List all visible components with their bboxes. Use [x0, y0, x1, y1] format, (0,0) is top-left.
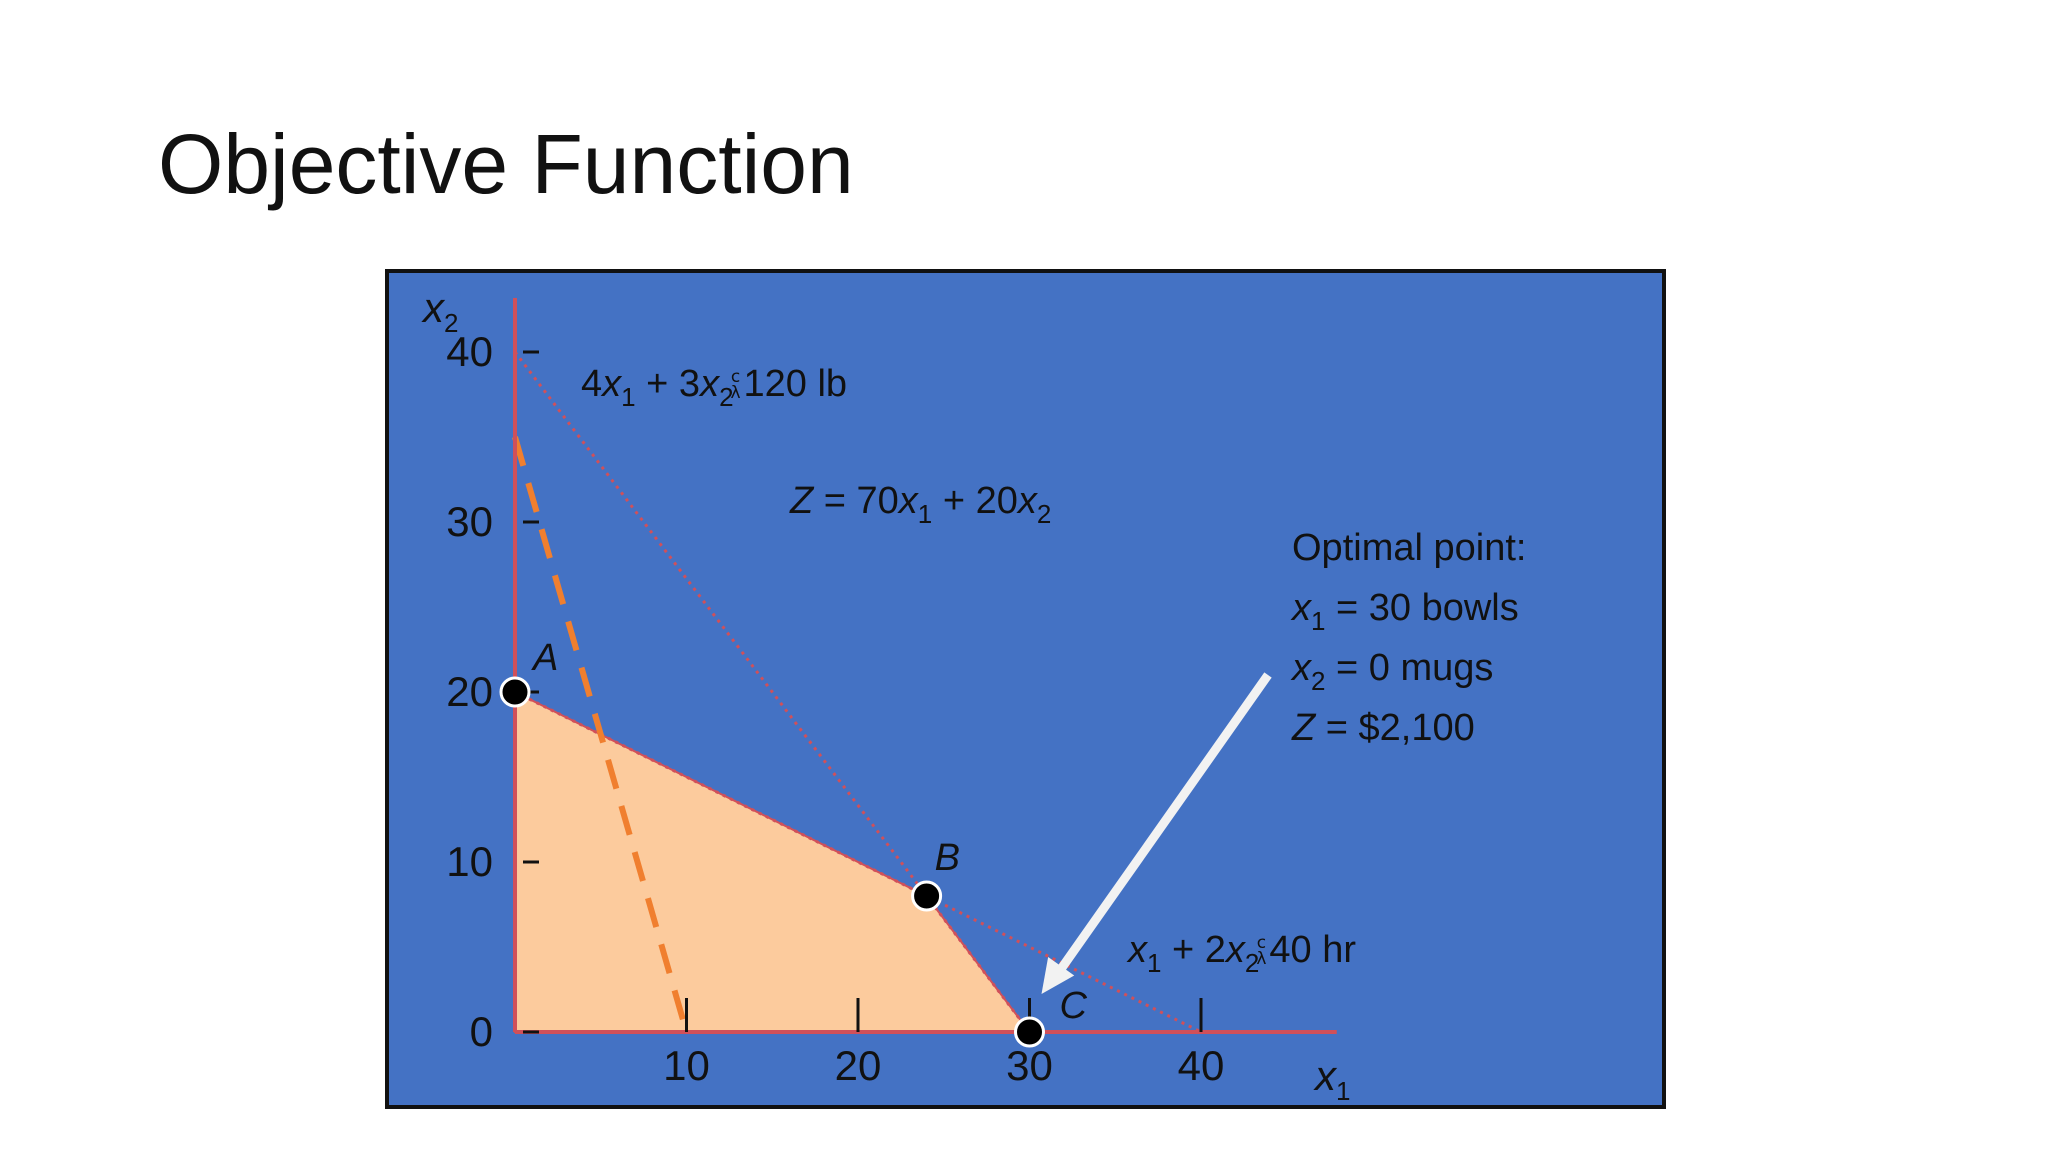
y-tick-label-20: 20 [446, 668, 493, 715]
x-axis-label: x1​ [1313, 1052, 1350, 1106]
clay-constraint-label: 4x1​ + 3x2​ cλ 120 lb [581, 363, 847, 412]
corner-point-label-A: A [531, 637, 558, 679]
corner-point-A [499, 676, 531, 708]
slide-title: Objective Function [158, 117, 854, 211]
objective-function-label: Z = 70x1​ + 20x2​ [789, 480, 1051, 529]
clay-constraint-label-text: 4x1​ + 3x2​ [581, 363, 734, 412]
x-tick-label-40: 40 [1178, 1042, 1225, 1089]
clay-constraint-label-symbol-top: c [731, 367, 740, 387]
optimal-arrow-shaft [1053, 672, 1272, 977]
corner-point-B [911, 880, 943, 912]
optimal-point-heading: Optimal point: [1292, 527, 1526, 569]
y-tick-label-10: 10 [446, 838, 493, 885]
constraint-line-clay [513, 351, 1031, 1033]
clay-constraint-label-symbol-bottom: λ [731, 383, 741, 403]
optimal-x2-value: x2​ = 0 mugs [1290, 647, 1493, 696]
labor-constraint-label-text: x1​ + 2x2​ [1126, 929, 1259, 978]
corner-point-C [1014, 1016, 1045, 1048]
corner-point-label-B: B [935, 837, 960, 879]
x-tick-label-30: 30 [1006, 1042, 1053, 1089]
labor-constraint-label: x1​ + 2x2​ cλ 40 hr [1126, 929, 1356, 978]
y-tick-label-30: 30 [446, 498, 493, 545]
labor-constraint-label-rhs: 40 hr [1269, 929, 1356, 971]
y-tick-label-40: 40 [446, 328, 493, 375]
x-tick-label-20: 20 [835, 1042, 882, 1089]
optimal-x1-value: x1​ = 30 bowls [1290, 587, 1519, 636]
y-tick-label-0: 0 [470, 1008, 493, 1055]
optimal-z-value: Z = $2,100 [1291, 707, 1475, 749]
optimal-arrow-head [1041, 957, 1075, 994]
corner-point-label-C: C [1060, 985, 1088, 1027]
y-axis-label: x2​ [421, 284, 458, 338]
clay-constraint-label-rhs: 120 lb [744, 363, 848, 405]
labor-constraint-label-symbol-bottom: λ [1256, 949, 1266, 969]
x-tick-label-10: 10 [663, 1042, 710, 1089]
labor-constraint-label-symbol-top: c [1257, 933, 1266, 953]
objective-line [512, 436, 690, 1033]
